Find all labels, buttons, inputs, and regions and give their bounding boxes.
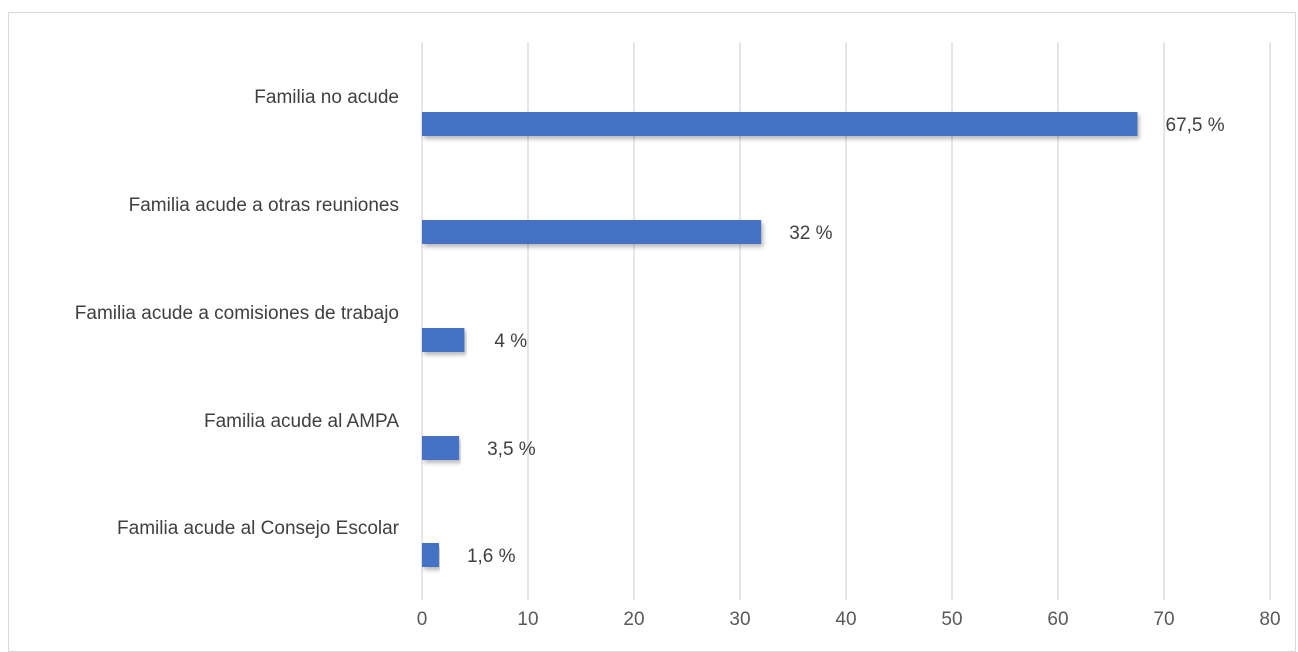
x-tick-label: 10 [517, 609, 538, 630]
bar [422, 112, 1138, 136]
data-label: 32 % [789, 223, 832, 244]
x-tick-label: 30 [729, 609, 750, 630]
labels: 0 10 20 30 40 50 60 70 80 Familia no acude 67,5 % F… [75, 87, 1281, 630]
x-tick-label: 70 [1153, 609, 1174, 630]
x-tick-label: 80 [1259, 609, 1280, 630]
bar [422, 220, 762, 244]
x-tick-label: 50 [941, 609, 962, 630]
data-label: 67,5 % [1166, 115, 1225, 136]
data-label: 4 % [494, 331, 527, 352]
bar [422, 436, 460, 460]
bar-chart: 0 10 20 30 40 50 60 70 80 Familia no acude 67,5 % F… [75, 42, 1281, 630]
bars [422, 112, 1138, 567]
data-label: 1,6 % [467, 546, 516, 567]
x-tick-label: 20 [623, 609, 644, 630]
category-label: Familia acude a comisiones de trabajo [75, 303, 399, 324]
category-label: Familia no acude [254, 87, 399, 108]
x-tick-label: 0 [417, 609, 428, 630]
data-label: 3,5 % [487, 439, 536, 460]
category-label: Familia acude al Consejo Escolar [117, 518, 400, 539]
x-tick-label: 40 [835, 609, 856, 630]
bar [422, 328, 465, 352]
category-label: Familia acude a otras reuniones [129, 195, 399, 216]
category-label: Familia acude al AMPA [204, 411, 399, 432]
x-tick-label: 60 [1047, 609, 1068, 630]
bar [422, 543, 439, 567]
